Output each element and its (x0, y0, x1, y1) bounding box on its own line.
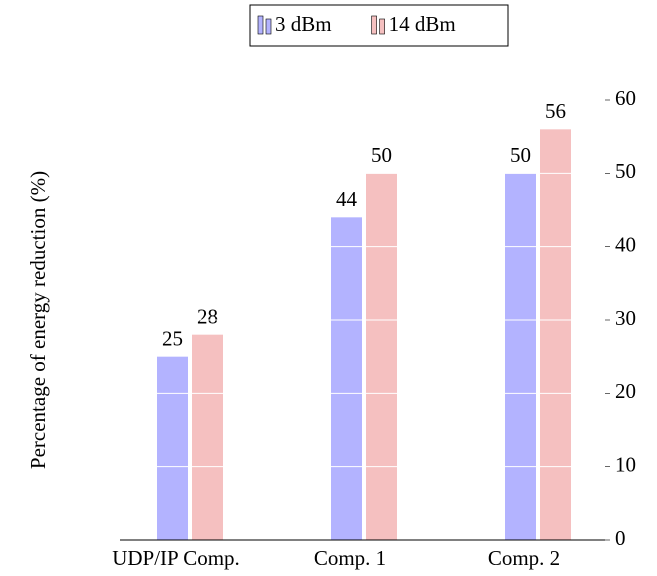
bar (366, 173, 397, 541)
legend-label: 3 dBm (275, 12, 332, 36)
data-label: 50 (510, 143, 531, 167)
x-tick-label: UDP/IP Comp. (112, 546, 240, 570)
y-axis-label: Percentage of energy reduction (%) (26, 171, 50, 469)
data-label: 56 (545, 99, 566, 123)
x-tick-label: Comp. 1 (314, 546, 386, 570)
legend-box (249, 4, 509, 47)
bar (192, 334, 223, 540)
legend-swatch (379, 18, 385, 35)
y-tick-label: 10 (615, 452, 636, 476)
bar (331, 217, 362, 541)
bar (505, 173, 536, 541)
x-tick-label: Comp. 2 (488, 546, 560, 570)
legend-swatch (265, 18, 272, 35)
y-tick-label: 60 (615, 86, 636, 110)
legend-label: 14 dBm (389, 12, 456, 36)
bar (540, 129, 571, 541)
data-label: 28 (197, 304, 218, 328)
legend-swatch (257, 15, 264, 35)
y-tick-label: 30 (615, 306, 636, 330)
data-label: 50 (371, 143, 392, 167)
bar (157, 356, 188, 540)
y-tick-label: 50 (615, 159, 636, 183)
data-label: 25 (162, 326, 183, 350)
legend-swatch (371, 15, 377, 35)
data-label: 44 (336, 187, 358, 211)
y-tick-label: 40 (615, 232, 636, 256)
y-tick-label: 0 (615, 526, 626, 550)
y-tick-label: 20 (615, 379, 636, 403)
